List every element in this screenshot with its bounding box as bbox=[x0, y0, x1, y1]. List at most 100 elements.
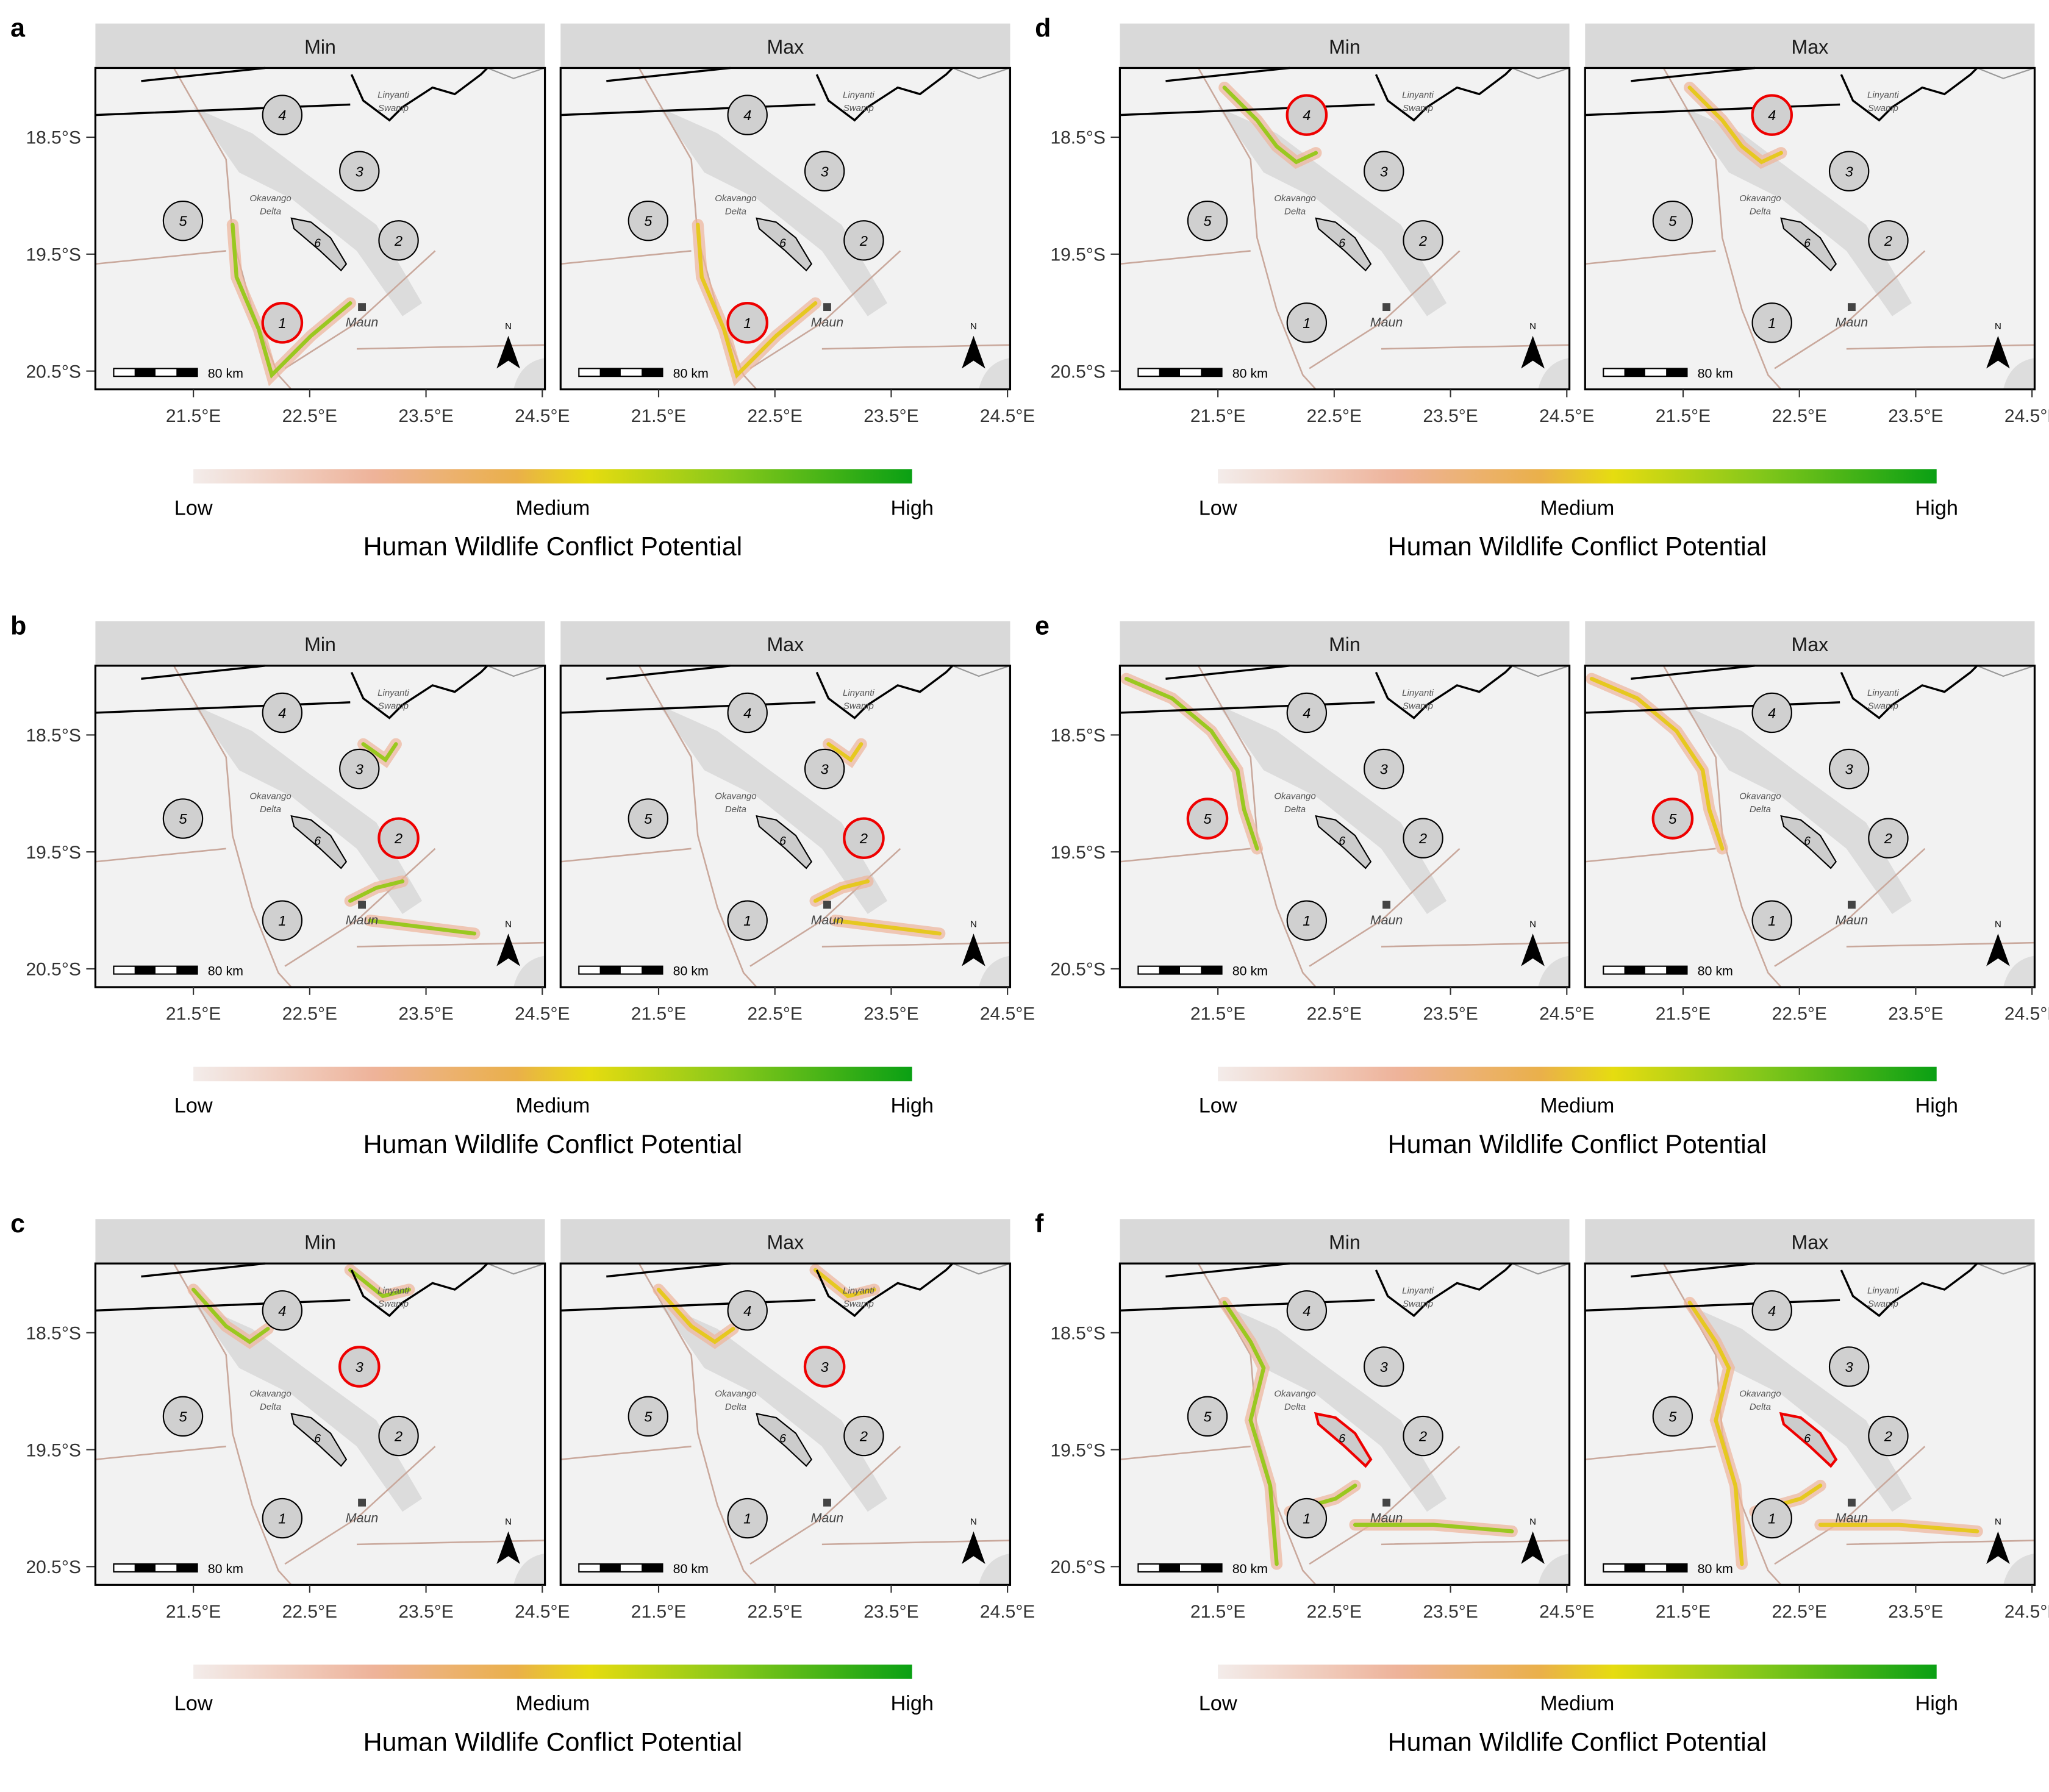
y-tick-label: 18.5°S bbox=[26, 1323, 80, 1343]
land-corner bbox=[1538, 955, 1570, 987]
region-label: 6 bbox=[1339, 835, 1345, 848]
map: 6 1 2 3 4 5 Linyanti Swamp Okavango Delta Maun 80 k… bbox=[559, 66, 1012, 391]
x-tick-label: 21.5°E bbox=[166, 1602, 221, 1622]
region bbox=[339, 151, 380, 191]
delta bbox=[659, 1302, 887, 1512]
legend-bar bbox=[1218, 469, 1937, 484]
scale-seg bbox=[176, 368, 198, 377]
region-label: 2 bbox=[859, 830, 868, 846]
hotspot-core bbox=[348, 742, 477, 936]
swamp-edge bbox=[952, 665, 1010, 677]
delta bbox=[193, 1302, 423, 1512]
region bbox=[1403, 220, 1443, 261]
region-label: 6 bbox=[314, 835, 321, 848]
land-corner bbox=[2003, 1553, 2035, 1585]
scale-label: 80 km bbox=[1232, 1562, 1268, 1576]
river bbox=[560, 67, 1010, 390]
legend-bar bbox=[1218, 1066, 1937, 1082]
facet-strip bbox=[1120, 621, 1570, 666]
x-tick-label: 24.5°E bbox=[980, 406, 1035, 426]
region bbox=[804, 748, 845, 790]
swamp-label: Linyanti bbox=[843, 1285, 874, 1296]
delta bbox=[1218, 107, 1447, 316]
x-tick-label: 23.5°E bbox=[1888, 406, 1943, 426]
region-6 bbox=[290, 815, 348, 869]
region bbox=[727, 95, 768, 135]
x-tick-label: 23.5°E bbox=[864, 1004, 918, 1024]
delta-label: Delta bbox=[1750, 804, 1771, 815]
delta-label: Okavango bbox=[715, 193, 756, 204]
delta-label: Delta bbox=[1284, 206, 1306, 216]
scale-seg bbox=[134, 966, 156, 974]
region bbox=[843, 1415, 884, 1457]
x-tick-label: 22.5°E bbox=[282, 406, 337, 426]
map-border bbox=[1118, 665, 1571, 988]
scale-seg bbox=[1201, 1564, 1222, 1572]
map-border bbox=[559, 665, 1012, 988]
north-label: N bbox=[1995, 1517, 2001, 1527]
hotspot-core bbox=[813, 742, 942, 936]
region-label: 6 bbox=[1804, 835, 1811, 848]
facet-strip bbox=[95, 23, 545, 68]
region-label: 4 bbox=[278, 107, 286, 123]
region-label: 6 bbox=[779, 237, 786, 250]
region bbox=[628, 798, 669, 839]
scale-label: 80 km bbox=[673, 366, 709, 380]
region-label: 2 bbox=[859, 233, 868, 249]
x-tick-label: 21.5°E bbox=[1656, 1004, 1711, 1024]
delta bbox=[1683, 1302, 1912, 1512]
region-label: 6 bbox=[1339, 1433, 1345, 1446]
region bbox=[843, 817, 885, 859]
region bbox=[727, 692, 768, 734]
town-label: Maun bbox=[1370, 315, 1403, 330]
x-tick-label: 22.5°E bbox=[1772, 1602, 1827, 1622]
facet-label: Max bbox=[1792, 634, 1829, 655]
north-label: N bbox=[970, 919, 977, 929]
region bbox=[1286, 1290, 1328, 1331]
north-arrow bbox=[962, 1531, 985, 1565]
region-label: 4 bbox=[743, 705, 751, 721]
x-tick-label: 22.5°E bbox=[748, 1602, 803, 1622]
scale-seg bbox=[1624, 1564, 1645, 1572]
region bbox=[1751, 1290, 1792, 1331]
hotspot-core bbox=[191, 1268, 411, 1344]
y-tick-label: 19.5°S bbox=[26, 1440, 80, 1460]
town-label: Maun bbox=[346, 913, 379, 927]
region bbox=[803, 1346, 846, 1388]
delta-label: Okavango bbox=[1739, 791, 1781, 801]
region-label: 4 bbox=[1768, 1303, 1776, 1319]
x-tick-label: 24.5°E bbox=[980, 1004, 1035, 1024]
facet: Min 6 1 2 3 4 5 Linyanti Swamp Okavango Delta Maun 8… bbox=[94, 23, 570, 426]
x-tick-label: 23.5°E bbox=[1423, 1004, 1478, 1024]
scale-label: 80 km bbox=[1232, 964, 1268, 979]
town-label: Maun bbox=[1836, 1510, 1868, 1525]
delta-label: Delta bbox=[1284, 804, 1306, 815]
legend-low: Low bbox=[1199, 1094, 1237, 1118]
legend-medium: Medium bbox=[1540, 1094, 1614, 1118]
region bbox=[339, 748, 380, 790]
swamp-label: Swamp bbox=[1403, 1299, 1433, 1309]
swamp-label: Swamp bbox=[843, 1299, 874, 1309]
delta-label: Okavango bbox=[249, 791, 291, 801]
map: 6 1 2 3 4 5 Linyanti Swamp Okavango Delta Maun 80 k… bbox=[1584, 66, 2036, 391]
region-label: 2 bbox=[1884, 830, 1892, 846]
x-tick-label: 23.5°E bbox=[864, 1602, 918, 1622]
swamp-label: Swamp bbox=[378, 103, 409, 113]
scale-seg bbox=[1159, 1564, 1180, 1572]
boundary bbox=[1585, 66, 1978, 122]
x-tick-label: 23.5°E bbox=[1423, 1602, 1478, 1622]
legend-high: High bbox=[1915, 1094, 1958, 1118]
region-label: 1 bbox=[1303, 1511, 1311, 1527]
region bbox=[1364, 748, 1404, 790]
scale-seg bbox=[1159, 368, 1180, 377]
region-label: 1 bbox=[743, 315, 751, 331]
delta-label: Delta bbox=[725, 206, 746, 216]
facet-strip bbox=[560, 1219, 1010, 1264]
facet: Max 6 1 2 3 4 5 Linyanti Swamp Okavango Delta Maun 8… bbox=[559, 1219, 1035, 1622]
swamp-edge bbox=[1976, 665, 2035, 677]
town-marker bbox=[1848, 1498, 1856, 1507]
y-tick-label: 19.5°S bbox=[1050, 1440, 1105, 1460]
region-label: 3 bbox=[356, 1359, 363, 1375]
delta-label: Okavango bbox=[715, 1389, 756, 1399]
hotspot-core bbox=[696, 223, 818, 379]
